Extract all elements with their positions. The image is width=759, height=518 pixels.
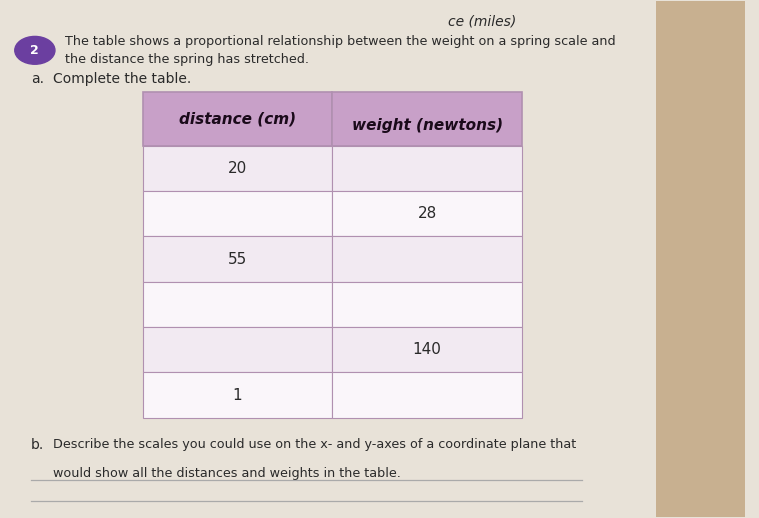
FancyBboxPatch shape bbox=[332, 327, 522, 372]
FancyBboxPatch shape bbox=[332, 191, 522, 236]
Text: 140: 140 bbox=[413, 342, 442, 357]
Text: Describe the scales you could use on the x- and y-axes of a coordinate plane tha: Describe the scales you could use on the… bbox=[53, 438, 577, 451]
FancyBboxPatch shape bbox=[656, 2, 745, 516]
FancyBboxPatch shape bbox=[143, 372, 332, 418]
Text: a.: a. bbox=[31, 73, 44, 87]
Text: 2: 2 bbox=[30, 44, 39, 57]
FancyBboxPatch shape bbox=[332, 236, 522, 282]
FancyBboxPatch shape bbox=[143, 327, 332, 372]
Text: 20: 20 bbox=[228, 161, 247, 176]
Text: ce (miles): ce (miles) bbox=[448, 15, 516, 28]
FancyBboxPatch shape bbox=[143, 282, 332, 327]
Text: b.: b. bbox=[31, 438, 44, 452]
Text: 28: 28 bbox=[417, 206, 437, 221]
FancyBboxPatch shape bbox=[332, 282, 522, 327]
FancyBboxPatch shape bbox=[143, 191, 332, 236]
FancyBboxPatch shape bbox=[332, 92, 522, 146]
FancyBboxPatch shape bbox=[143, 236, 332, 282]
Text: would show all the distances and weights in the table.: would show all the distances and weights… bbox=[53, 467, 402, 480]
Text: 1: 1 bbox=[233, 387, 242, 402]
Text: The table shows a proportional relationship between the weight on a spring scale: The table shows a proportional relations… bbox=[65, 35, 616, 48]
Text: Complete the table.: Complete the table. bbox=[53, 73, 192, 87]
Text: the distance the spring has stretched.: the distance the spring has stretched. bbox=[65, 53, 309, 66]
FancyBboxPatch shape bbox=[143, 92, 332, 146]
Text: weight (newtons): weight (newtons) bbox=[351, 118, 502, 133]
Text: distance (cm): distance (cm) bbox=[179, 111, 296, 126]
FancyBboxPatch shape bbox=[332, 146, 522, 191]
FancyBboxPatch shape bbox=[143, 146, 332, 191]
FancyBboxPatch shape bbox=[332, 372, 522, 418]
Text: 55: 55 bbox=[228, 252, 247, 266]
Circle shape bbox=[14, 36, 55, 64]
